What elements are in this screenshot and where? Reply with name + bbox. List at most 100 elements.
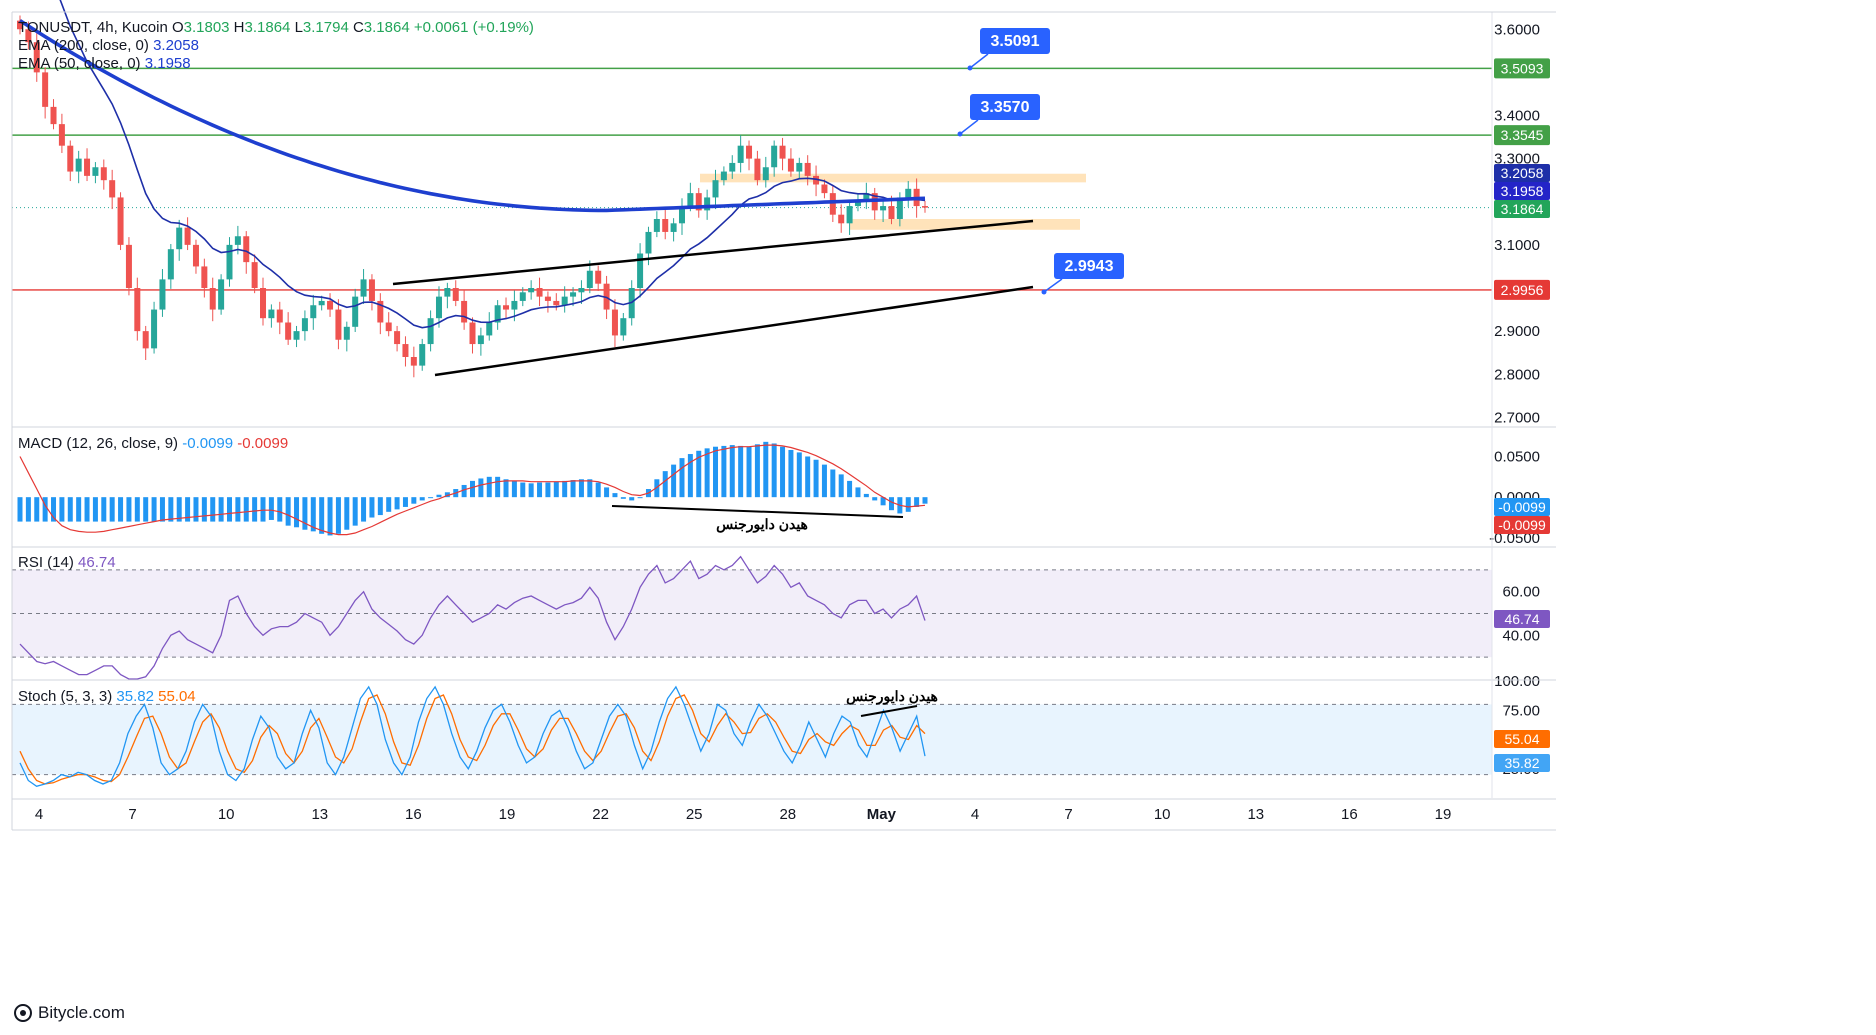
candle bbox=[720, 171, 727, 181]
candle bbox=[176, 227, 183, 250]
macd-histogram-bar bbox=[176, 497, 182, 522]
macd-tick: 0.0500 bbox=[1494, 448, 1540, 465]
candle bbox=[184, 227, 191, 245]
callout-anchor bbox=[967, 65, 973, 71]
footer: Bitycle.com bbox=[14, 1003, 125, 1023]
macd-histogram-bar bbox=[419, 497, 425, 501]
callout-label: 3.3570 bbox=[981, 99, 1030, 116]
macd-histogram-bar bbox=[185, 497, 191, 522]
macd-histogram-bar bbox=[696, 450, 702, 498]
callout-badge bbox=[970, 94, 1040, 120]
candle bbox=[452, 288, 459, 301]
macd-histogram-bar bbox=[746, 446, 752, 498]
macd-histogram-bar bbox=[780, 446, 786, 498]
candle bbox=[494, 305, 501, 323]
candle bbox=[402, 344, 409, 357]
time-tick: 4 bbox=[971, 806, 979, 823]
candle bbox=[511, 300, 518, 310]
candle bbox=[444, 288, 451, 297]
macd-histogram-bar bbox=[470, 480, 475, 498]
candle bbox=[637, 253, 644, 288]
macd-histogram-bar bbox=[428, 497, 434, 499]
candle bbox=[645, 231, 652, 254]
candle bbox=[586, 270, 593, 288]
macd-histogram-bar bbox=[394, 497, 400, 510]
candle bbox=[335, 309, 342, 340]
candle bbox=[704, 197, 711, 211]
macd-divergence-line bbox=[611, 505, 904, 518]
legends: TONUSDT, 4h, Kucoin O3.1803 H3.1864 L3.1… bbox=[18, 19, 534, 705]
candle bbox=[603, 283, 610, 310]
macd-histogram-bar bbox=[813, 459, 819, 498]
macd-histogram-bar bbox=[310, 497, 316, 532]
candle bbox=[611, 309, 618, 336]
macd-annotation: هیدن دایورجنس bbox=[716, 516, 808, 533]
candle bbox=[737, 145, 744, 163]
macd-histogram-bar bbox=[545, 482, 551, 498]
candle bbox=[754, 158, 761, 181]
macd-signal-line bbox=[19, 444, 926, 536]
price-level-badge bbox=[1494, 58, 1550, 79]
callout-pointer bbox=[1043, 278, 1063, 293]
macd-histogram-bar bbox=[537, 482, 543, 498]
candle bbox=[117, 197, 124, 245]
macd-histogram-bar bbox=[461, 484, 467, 498]
macd-histogram-bar bbox=[478, 478, 484, 498]
stoch-k-line bbox=[19, 685, 926, 788]
stoch-tick: 75.00 bbox=[1502, 702, 1540, 719]
macd-histogram-bar bbox=[59, 497, 65, 522]
time-tick: 7 bbox=[1064, 806, 1072, 823]
candle bbox=[109, 180, 116, 198]
ohlc-key: C bbox=[353, 19, 364, 36]
macd-histogram-bar bbox=[578, 479, 584, 498]
rsi-legend-value: 46.74 bbox=[78, 554, 116, 571]
candle bbox=[896, 197, 903, 219]
candle bbox=[410, 357, 417, 366]
macd-histogram-bar bbox=[76, 497, 82, 522]
rsi-badge bbox=[1494, 610, 1550, 628]
macd-histogram-bar bbox=[788, 449, 794, 498]
stoch-tick: 100.00 bbox=[1494, 673, 1540, 690]
macd-histogram-bar bbox=[905, 497, 911, 512]
price-badge-label: 3.1864 bbox=[1501, 201, 1544, 217]
callout-badge bbox=[1054, 253, 1124, 279]
macd-histogram-bar bbox=[361, 497, 367, 522]
macd-histogram-bar bbox=[25, 497, 31, 522]
macd-histogram-bar bbox=[319, 497, 325, 534]
candle bbox=[17, 20, 23, 30]
macd-histogram-bar bbox=[880, 497, 886, 506]
candle bbox=[469, 322, 476, 345]
price-level-badge-label: 3.3545 bbox=[1501, 127, 1544, 143]
candle bbox=[50, 106, 57, 125]
candle bbox=[503, 305, 510, 310]
candle bbox=[687, 193, 694, 207]
candle bbox=[251, 262, 258, 288]
candle bbox=[561, 296, 568, 306]
candle bbox=[327, 300, 334, 310]
upper-trendline bbox=[392, 219, 1034, 286]
candle bbox=[528, 288, 535, 293]
macd-histogram-bar bbox=[151, 497, 157, 522]
macd-histogram-bar bbox=[863, 493, 869, 498]
candle bbox=[922, 206, 928, 208]
macd-histogram-bar bbox=[679, 458, 685, 498]
macd-histogram-bar bbox=[42, 497, 48, 522]
candle bbox=[813, 175, 820, 185]
price-tick: 3.1000 bbox=[1494, 237, 1540, 254]
time-tick: 25 bbox=[686, 806, 703, 823]
stoch-legend-title: Stoch (5, 3, 3) bbox=[18, 688, 116, 705]
macd-histogram-bar bbox=[511, 480, 517, 498]
candle bbox=[888, 206, 895, 219]
macd-histogram-bar bbox=[503, 479, 509, 498]
stoch-badge bbox=[1494, 730, 1550, 748]
macd-histogram-bar bbox=[654, 479, 660, 498]
candle bbox=[84, 158, 91, 176]
macd-histogram-bar bbox=[92, 497, 98, 522]
macd-histogram-bar bbox=[143, 497, 149, 522]
stoch-badge-label: 55.04 bbox=[1504, 731, 1539, 747]
macd-histogram-bar bbox=[377, 497, 383, 516]
macd-histogram-bar bbox=[218, 497, 224, 522]
candle bbox=[92, 167, 99, 176]
macd-histogram-bar bbox=[210, 497, 216, 522]
